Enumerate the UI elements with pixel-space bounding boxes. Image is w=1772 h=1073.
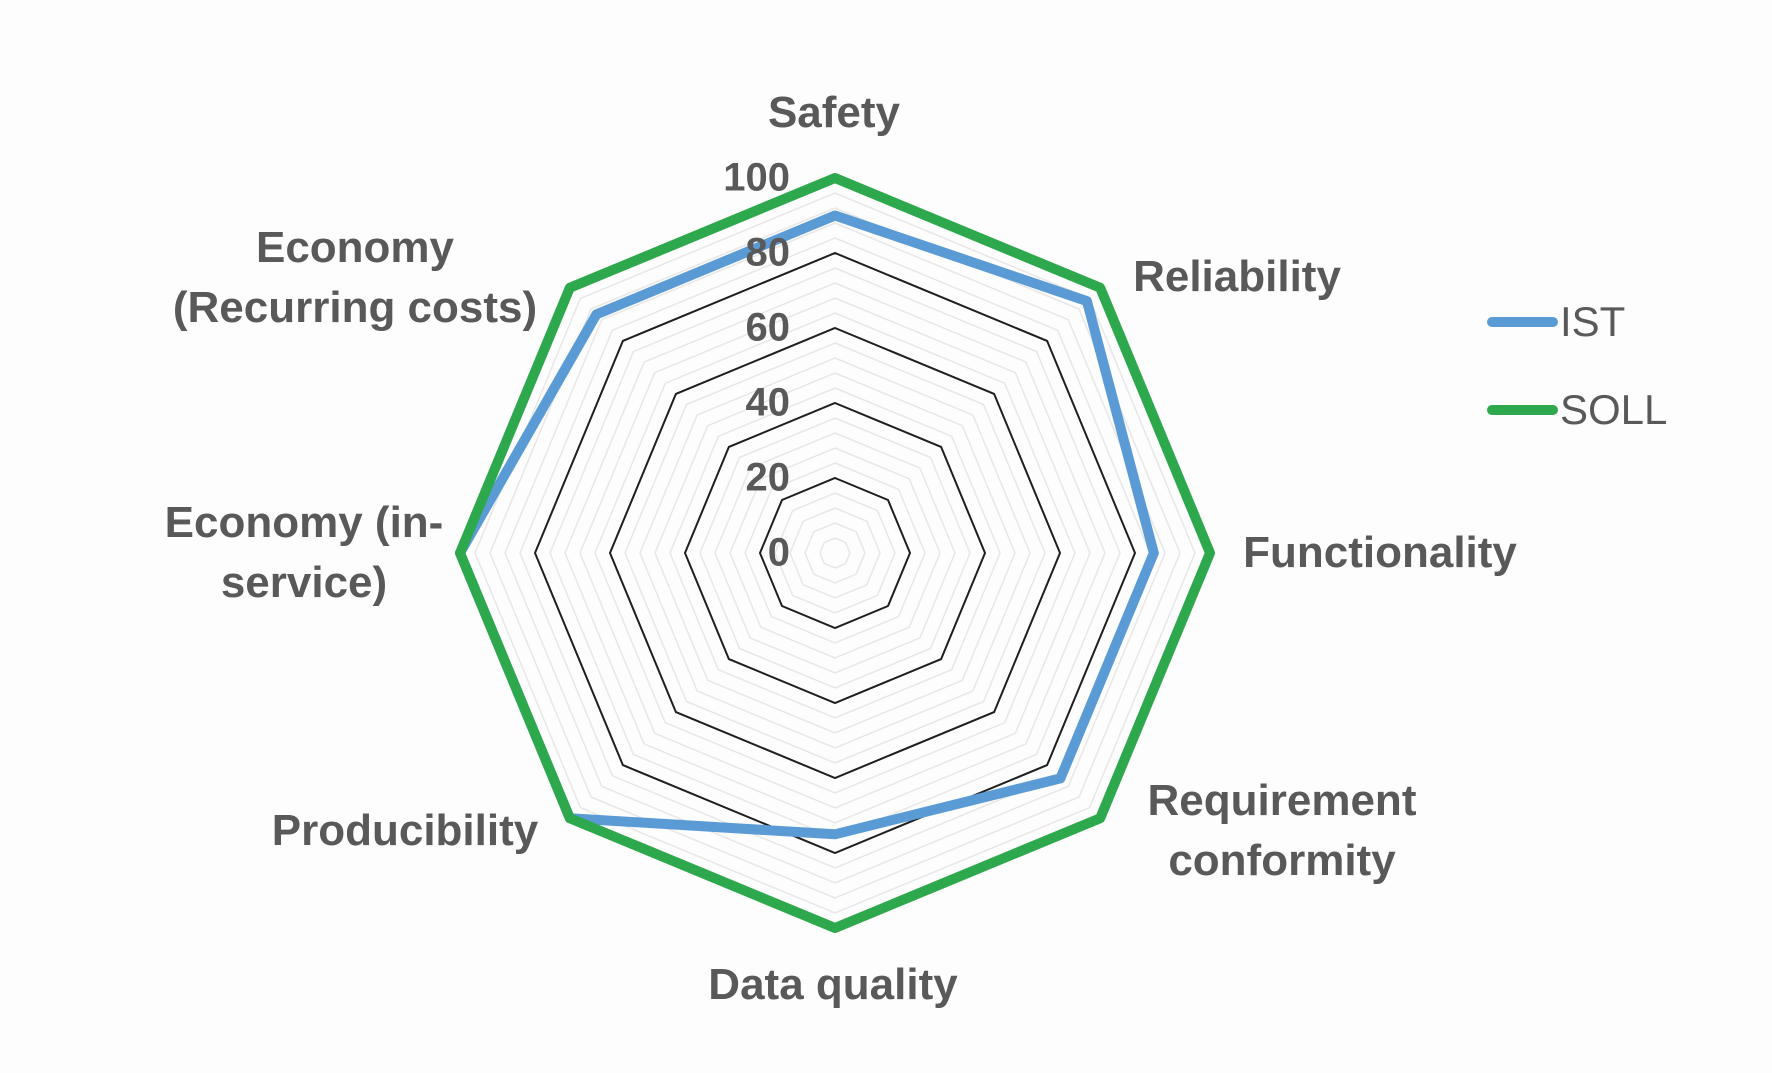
axis-label-line: (Recurring costs) xyxy=(172,283,538,332)
minor-grid-ring xyxy=(819,537,851,569)
axis-label-line: Producibility xyxy=(271,806,539,855)
series-ist-line[interactable] xyxy=(455,210,1159,840)
minor-grid-ring xyxy=(549,267,1121,839)
axis-label-line: Functionality xyxy=(1243,528,1517,577)
axis-label-reliability: Reliability xyxy=(1133,247,1341,307)
major-grid-ring xyxy=(608,326,1062,780)
minor-grid-ring xyxy=(594,312,1076,794)
axis-label-line: Data quality xyxy=(708,960,958,1009)
legend-item-soll[interactable]: SOLL xyxy=(1487,386,1667,434)
series-lines xyxy=(455,173,1215,933)
minor-grid-ring xyxy=(624,342,1046,764)
axis-label-line: Economy (in- xyxy=(164,498,444,547)
minor-grid-ring xyxy=(699,417,971,689)
axis-label-line: Reliability xyxy=(1133,252,1341,301)
minor-grid-ring xyxy=(804,522,866,584)
series-soll-line[interactable] xyxy=(455,173,1215,933)
axis-tick-label: 60 xyxy=(745,305,791,350)
major-grid-ring xyxy=(758,476,912,630)
minor-grid-ring xyxy=(519,237,1151,869)
axis-label-producibility: Producibility xyxy=(272,801,538,861)
minor-grid-ring xyxy=(579,297,1091,809)
minor-grid-ring xyxy=(504,222,1166,884)
axis-label-data-quality: Data quality xyxy=(708,955,957,1015)
legend-label-soll: SOLL xyxy=(1560,386,1668,433)
minor-grid-ring xyxy=(789,507,881,599)
axis-label-line: Requirement xyxy=(1147,776,1417,825)
soll-line-swatch xyxy=(1487,405,1558,415)
axis-label-economy-in-service: Economy (in- service) xyxy=(165,493,444,613)
minor-grid-ring xyxy=(564,282,1106,824)
minor-grid-ring xyxy=(729,447,941,659)
axis-label-requirement-conformity: Requirement conformity xyxy=(1148,771,1417,891)
minor-grid-ring xyxy=(669,387,1001,719)
ist-line-swatch xyxy=(1487,317,1558,327)
legend-label-ist: IST xyxy=(1560,298,1626,345)
axis-label-functionality: Functionality xyxy=(1243,523,1517,583)
axis-tick-label: 0 xyxy=(767,530,790,575)
axis-label-safety: Safety xyxy=(768,83,900,143)
minor-grid-ring xyxy=(474,192,1196,914)
axis-label-line: conformity xyxy=(1168,836,1396,885)
axis-label-economy-recurring-costs: Economy (Recurring costs) xyxy=(173,218,537,338)
minor-grid-ring xyxy=(744,462,926,644)
minor-grid-ring xyxy=(639,357,1031,749)
axis-tick-label: 100 xyxy=(723,155,790,200)
minor-grid-ring xyxy=(774,492,896,614)
axis-tick-label: 20 xyxy=(745,455,791,500)
axis-tick-label: 40 xyxy=(745,380,791,425)
minor-grid-ring xyxy=(654,372,1016,734)
minor-grid-ring xyxy=(714,432,956,674)
major-grid-ring xyxy=(533,251,1137,855)
axis-tick-label: 80 xyxy=(745,230,791,275)
axis-label-line: Safety xyxy=(767,88,901,137)
major-grid-ring xyxy=(683,401,987,705)
axis-label-line: service) xyxy=(220,558,388,607)
axis-label-line: Economy xyxy=(255,223,455,272)
legend-item-ist[interactable]: IST xyxy=(1487,298,1625,346)
